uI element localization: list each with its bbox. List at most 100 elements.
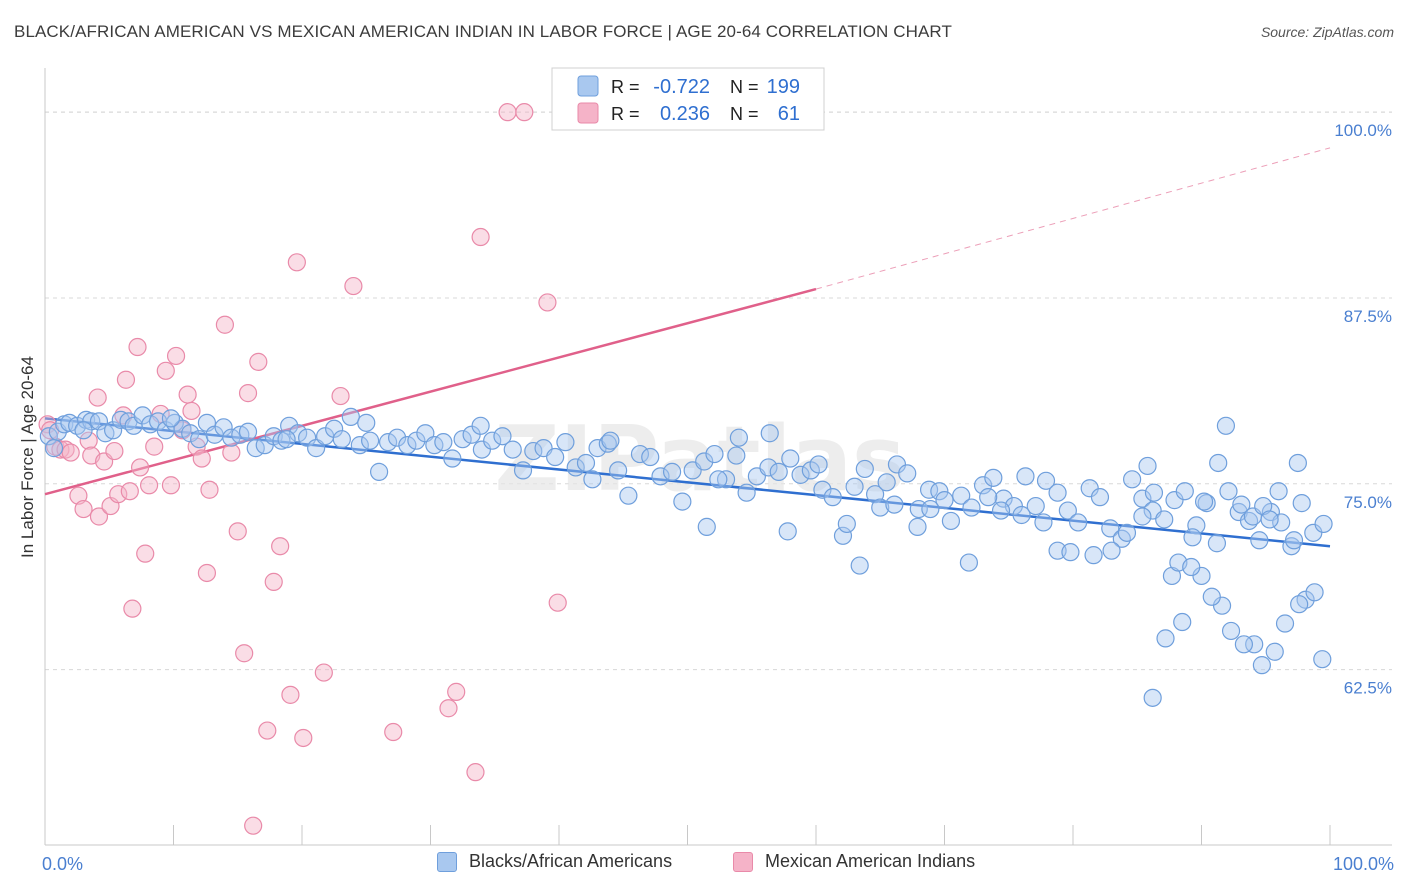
point-black-african-american (524, 441, 543, 461)
point-black-african-american (1048, 483, 1067, 502)
point-black-african-american (941, 511, 961, 531)
legend-box: R = -0.722 N = 199 R = 0.236 N = 61 (551, 67, 825, 131)
point-black-african-american (1026, 496, 1045, 516)
point-mexican-american-indian (548, 593, 567, 612)
y-tick-label: 75.0% (1344, 493, 1392, 512)
points-mexican-american-indians (38, 103, 567, 835)
point-black-african-american (619, 486, 638, 505)
point-black-african-american (1117, 523, 1137, 542)
point-mexican-american-indian (109, 485, 128, 504)
point-black-african-american (546, 447, 565, 467)
point-mexican-american-indian (281, 685, 300, 704)
point-black-african-american (609, 461, 628, 480)
point-mexican-american-indian (258, 721, 277, 740)
legend-swatch-blue (577, 75, 599, 97)
point-black-african-american (453, 430, 472, 449)
point-mexican-american-indian (238, 384, 258, 403)
point-black-african-american (1061, 543, 1080, 562)
point-mexican-american-indian (271, 537, 290, 556)
point-black-african-american (44, 439, 64, 458)
point-black-african-american (1288, 453, 1307, 473)
point-mexican-american-indian (156, 361, 175, 380)
point-mexican-american-indian (161, 476, 181, 495)
chart-title: BLACK/AFRICAN AMERICAN VS MEXICAN AMERIC… (14, 22, 952, 41)
point-black-african-american (1209, 453, 1228, 473)
point-black-african-american (651, 467, 670, 486)
point-black-african-american (1234, 635, 1254, 654)
point-black-african-american (630, 444, 650, 464)
point-black-african-american (709, 470, 728, 489)
point-black-african-american (845, 477, 864, 496)
point-black-african-american (952, 486, 971, 505)
point-black-african-american (1265, 642, 1284, 661)
point-black-african-american (962, 498, 981, 517)
point-black-african-american (1133, 507, 1152, 526)
point-black-african-american (791, 465, 810, 484)
legend-n-value-blue: 199 (767, 76, 800, 98)
point-mexican-american-indian (244, 816, 263, 835)
point-black-african-american (885, 495, 904, 514)
point-black-african-american (778, 522, 797, 541)
point-black-african-american (1252, 656, 1271, 675)
point-black-african-american (1144, 483, 1164, 502)
point-mexican-american-indian (466, 763, 485, 782)
point-black-african-american (190, 430, 209, 449)
point-black-african-american (1194, 492, 1214, 511)
point-black-african-american (1155, 510, 1174, 529)
point-black-african-american (833, 526, 853, 545)
point-black-african-american (823, 488, 842, 507)
point-black-african-american (1272, 513, 1291, 532)
point-black-african-american (1138, 456, 1157, 476)
legend-swatch-blue (437, 851, 457, 872)
point-black-african-american (503, 440, 522, 459)
point-black-african-american (1182, 557, 1201, 577)
point-mexican-american-indian (264, 572, 283, 591)
point-black-african-american (357, 413, 376, 432)
point-mexican-american-indian (116, 370, 136, 389)
point-mexican-american-indian (61, 443, 80, 462)
point-black-african-american (759, 458, 778, 477)
point-mexican-american-indian (120, 482, 139, 501)
point-mexican-american-indian (139, 476, 159, 495)
point-black-african-american (866, 485, 885, 504)
point-black-african-american (991, 501, 1011, 520)
bottom-legend-mexican[interactable]: Mexican American Indians (733, 851, 975, 872)
axes (44, 68, 1392, 846)
point-mexican-american-indian (166, 346, 186, 366)
points-blacks-african-americans (39, 406, 1333, 707)
point-mexican-american-indian (215, 315, 234, 334)
tick-labels: 100.0% 87.5% 75.0% 62.5% 0.0% 100.0% (42, 121, 1394, 874)
point-black-african-american (598, 434, 617, 453)
point-black-african-american (434, 433, 453, 452)
legend-r-label: R = (611, 104, 640, 124)
legend-n-label: N = (730, 104, 759, 124)
point-black-african-american (729, 428, 749, 447)
point-black-african-american (277, 430, 296, 449)
point-mexican-american-indian (192, 449, 211, 468)
point-black-african-american (1173, 612, 1192, 632)
point-mexican-american-indian (136, 544, 155, 563)
point-black-african-american (813, 480, 832, 499)
point-black-african-american (181, 424, 200, 443)
point-mexican-american-indian (51, 440, 70, 459)
point-black-african-american (855, 459, 874, 479)
point-black-african-american (361, 431, 380, 450)
point-black-african-american (973, 476, 993, 495)
point-black-african-american (1232, 495, 1251, 514)
bottom-legend-blacks[interactable]: Blacks/African Americans (437, 851, 672, 872)
point-black-african-american (1202, 587, 1221, 606)
point-black-african-american (1084, 546, 1103, 565)
legend-label-blacks: Blacks/African Americans (469, 851, 673, 871)
point-black-african-american (443, 449, 462, 468)
point-black-african-american (1207, 534, 1227, 553)
point-mexican-american-indian (123, 599, 142, 618)
point-black-african-american (1143, 688, 1162, 707)
point-black-african-american (697, 517, 716, 536)
point-black-african-american (673, 492, 692, 511)
point-black-african-american (1101, 519, 1120, 538)
point-black-african-american (1260, 510, 1279, 529)
legend-n-label: N = (730, 77, 759, 97)
point-black-african-american (1069, 513, 1088, 532)
point-black-african-american (513, 461, 533, 480)
point-black-african-american (378, 433, 398, 452)
